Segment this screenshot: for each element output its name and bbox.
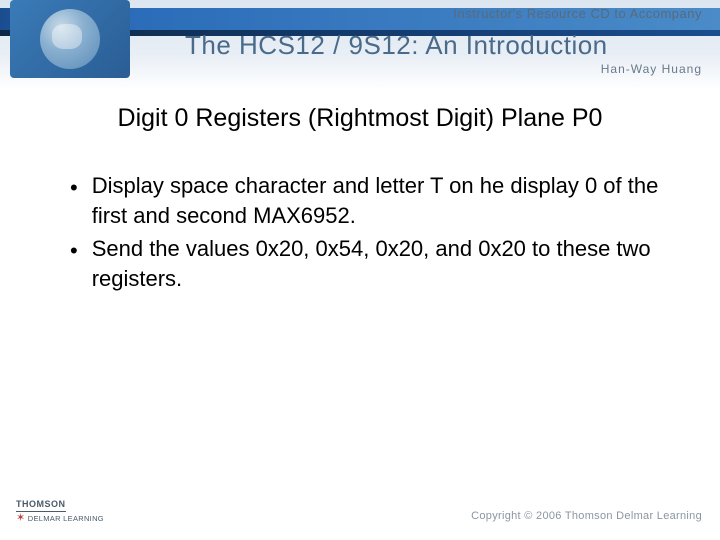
star-icon: ✶ [16,512,25,524]
brand-bottom-text: DELMAR LEARNING [28,514,104,523]
header-author: Han-Way Huang [601,62,702,76]
bullet-text: Display space character and letter T on … [92,171,660,230]
footer-copyright: Copyright © 2006 Thomson Delmar Learning [471,510,702,522]
header-title: The HCS12 / 9S12: An Introduction [185,30,608,61]
footer-brand-logo: THOMSON ✶ DELMAR LEARNING [16,500,104,524]
bullet-dot-icon: • [70,173,78,203]
bullet-text: Send the values 0x20, 0x54, 0x20, and 0x… [92,234,660,293]
brand-top-text: THOMSON [16,500,66,512]
bullet-item: • Send the values 0x20, 0x54, 0x20, and … [70,234,660,293]
header-subtitle: Instructor's Resource CD to Accompany [453,6,702,21]
globe-logo-box [10,0,130,78]
slide-content: • Display space character and letter T o… [0,171,720,294]
slide-title: Digit 0 Registers (Rightmost Digit) Plan… [0,104,720,133]
slide-header: Instructor's Resource CD to Accompany Th… [0,0,720,90]
bullet-item: • Display space character and letter T o… [70,171,660,230]
globe-icon [40,9,100,69]
bullet-dot-icon: • [70,236,78,266]
